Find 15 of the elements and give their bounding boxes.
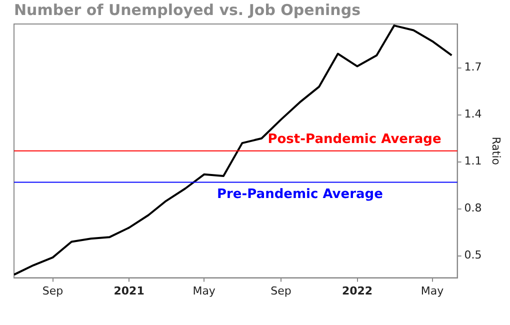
y2-tick-label: 1.7 bbox=[464, 60, 482, 74]
y2-axis-title: Ratio bbox=[490, 136, 503, 166]
x-tick-label: 2021 bbox=[114, 284, 144, 298]
x-tick-label: May bbox=[420, 284, 444, 298]
x-tick-label: May bbox=[192, 284, 216, 298]
x-tick-label: Sep bbox=[42, 284, 64, 298]
ref-line-label: Post-Pandemic Average bbox=[268, 132, 442, 147]
y2-tick-label: 1.4 bbox=[464, 108, 482, 121]
x-tick-label: 2022 bbox=[342, 284, 373, 298]
chart-title: Number of Unemployed vs. Job Openings bbox=[14, 0, 361, 19]
y2-tick-label: 0.8 bbox=[464, 202, 482, 215]
y2-tick-label: 1.1 bbox=[464, 154, 482, 168]
y2-tick-label: 0.5 bbox=[464, 248, 482, 262]
x-tick-label: Sep bbox=[270, 284, 292, 298]
ref-line-label: Pre-Pandemic Average bbox=[216, 187, 384, 202]
